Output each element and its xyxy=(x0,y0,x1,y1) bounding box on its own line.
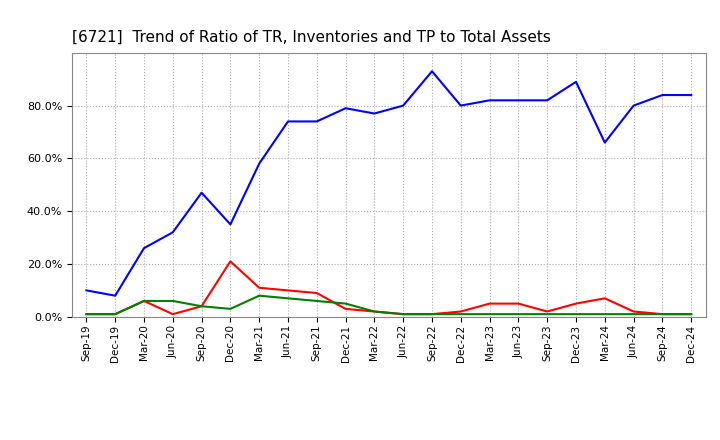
Trade Receivables xyxy=(168,312,177,317)
Trade Payables xyxy=(168,298,177,304)
Inventories xyxy=(485,98,494,103)
Trade Receivables xyxy=(572,301,580,306)
Text: [6721]  Trend of Ratio of TR, Inventories and TP to Total Assets: [6721] Trend of Ratio of TR, Inventories… xyxy=(72,29,551,45)
Trade Payables xyxy=(399,312,408,317)
Line: Trade Payables: Trade Payables xyxy=(86,296,691,314)
Trade Payables xyxy=(514,312,523,317)
Trade Payables xyxy=(428,312,436,317)
Trade Payables xyxy=(255,293,264,298)
Trade Payables xyxy=(284,296,292,301)
Trade Payables xyxy=(543,312,552,317)
Trade Receivables xyxy=(284,288,292,293)
Trade Payables xyxy=(629,312,638,317)
Trade Receivables xyxy=(399,312,408,317)
Inventories xyxy=(600,140,609,145)
Trade Payables xyxy=(226,306,235,312)
Inventories xyxy=(514,98,523,103)
Inventories xyxy=(312,119,321,124)
Trade Receivables xyxy=(629,309,638,314)
Inventories xyxy=(428,69,436,74)
Trade Receivables xyxy=(600,296,609,301)
Inventories xyxy=(399,103,408,108)
Inventories xyxy=(572,79,580,84)
Trade Payables xyxy=(197,304,206,309)
Trade Receivables xyxy=(255,285,264,290)
Trade Receivables xyxy=(514,301,523,306)
Trade Receivables xyxy=(370,309,379,314)
Inventories xyxy=(168,230,177,235)
Inventories xyxy=(197,190,206,195)
Trade Receivables xyxy=(226,259,235,264)
Inventories xyxy=(658,92,667,98)
Trade Payables xyxy=(312,298,321,304)
Inventories xyxy=(456,103,465,108)
Trade Payables xyxy=(658,312,667,317)
Line: Trade Receivables: Trade Receivables xyxy=(86,261,691,314)
Trade Receivables xyxy=(543,309,552,314)
Inventories xyxy=(687,92,696,98)
Inventories xyxy=(82,288,91,293)
Trade Payables xyxy=(572,312,580,317)
Trade Payables xyxy=(82,312,91,317)
Inventories xyxy=(629,103,638,108)
Inventories xyxy=(140,246,148,251)
Trade Payables xyxy=(111,312,120,317)
Inventories xyxy=(543,98,552,103)
Trade Receivables xyxy=(312,290,321,296)
Trade Payables xyxy=(456,312,465,317)
Inventories xyxy=(255,161,264,166)
Inventories xyxy=(284,119,292,124)
Trade Receivables xyxy=(111,312,120,317)
Trade Receivables xyxy=(456,309,465,314)
Inventories xyxy=(370,111,379,116)
Trade Receivables xyxy=(687,312,696,317)
Trade Receivables xyxy=(82,312,91,317)
Trade Receivables xyxy=(658,312,667,317)
Line: Inventories: Inventories xyxy=(86,71,691,296)
Trade Receivables xyxy=(197,304,206,309)
Inventories xyxy=(111,293,120,298)
Trade Receivables xyxy=(341,306,350,312)
Trade Payables xyxy=(687,312,696,317)
Trade Receivables xyxy=(428,312,436,317)
Trade Payables xyxy=(140,298,148,304)
Trade Payables xyxy=(600,312,609,317)
Trade Payables xyxy=(485,312,494,317)
Trade Payables xyxy=(341,301,350,306)
Trade Receivables xyxy=(140,298,148,304)
Trade Receivables xyxy=(485,301,494,306)
Trade Payables xyxy=(370,309,379,314)
Inventories xyxy=(226,222,235,227)
Inventories xyxy=(341,106,350,111)
